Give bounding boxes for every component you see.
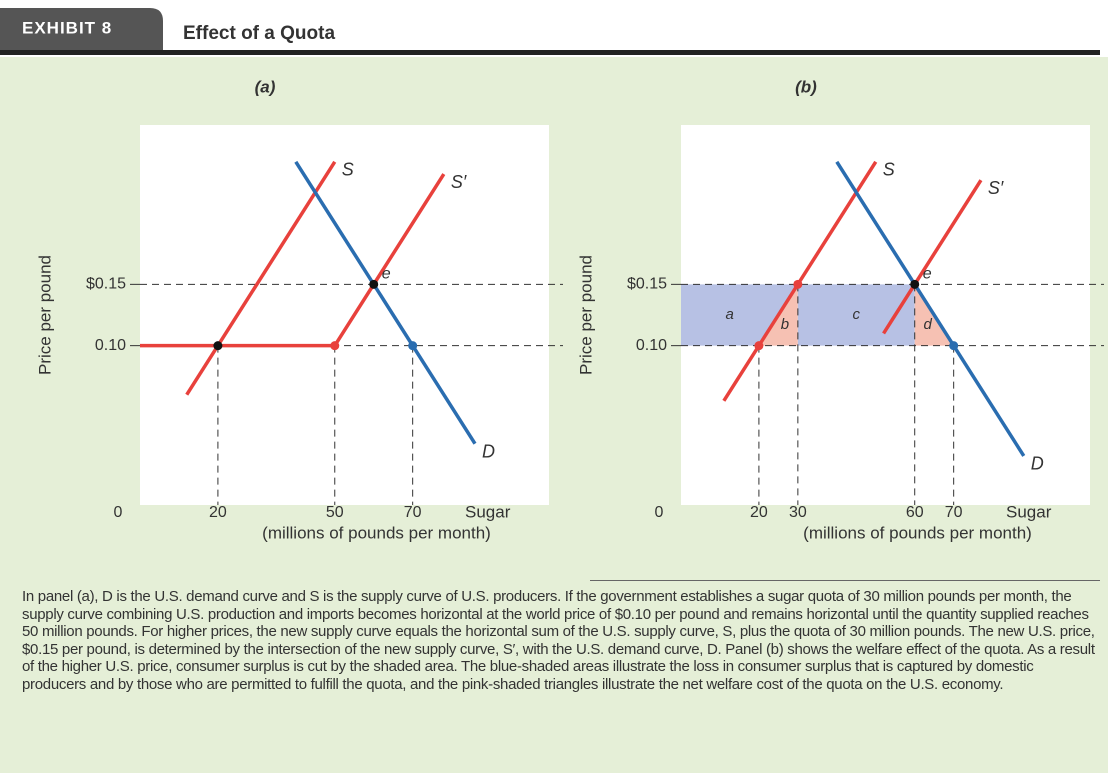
x-axis-unit: (millions of pounds per month) (262, 523, 491, 542)
y-tick-label: 0.10 (95, 337, 126, 354)
area-label: b (781, 316, 789, 333)
area-label: d (924, 316, 933, 333)
x-tick-label: 50 (326, 504, 344, 521)
curve (185, 160, 337, 396)
point-label: e (382, 266, 391, 283)
exhibit-title: Effect of a Quota (183, 23, 335, 44)
y-axis-label: Price per pound (576, 255, 595, 375)
header-rule (0, 50, 1100, 55)
caption-rule (590, 580, 1100, 581)
x-axis-label: Sugar (1006, 502, 1052, 521)
point-label: e (923, 266, 932, 283)
point (910, 279, 920, 289)
exhibit-tab (0, 8, 163, 50)
point (949, 341, 959, 351)
curve-label: S (883, 160, 895, 180)
curve (835, 160, 1026, 457)
curve (882, 179, 983, 335)
x-tick-label: 20 (750, 504, 768, 521)
curve (294, 160, 477, 445)
panel-title: (a) (255, 77, 276, 96)
curve-label: S′ (451, 172, 467, 192)
y-tick-label: $0.15 (86, 276, 126, 293)
point (793, 279, 803, 289)
point (330, 341, 340, 351)
point (213, 341, 223, 351)
point (754, 341, 764, 351)
panel-title: (b) (795, 77, 817, 96)
curve-label: D (482, 441, 495, 461)
point (408, 341, 418, 351)
exhibit-label: EXHIBIT 8 (22, 18, 112, 37)
caption: In panel (a), D is the U.S. demand curve… (22, 588, 1095, 693)
x-tick-label: 30 (789, 504, 807, 521)
curve-label: S′ (988, 178, 1004, 198)
curve-label: S (342, 160, 354, 180)
point (369, 279, 379, 289)
area-label: c (853, 306, 861, 323)
x-tick-label: 20 (209, 504, 227, 521)
x-tick-label: 60 (906, 504, 924, 521)
y-tick-label: 0.10 (636, 337, 667, 354)
x-tick-label: 70 (404, 504, 422, 521)
y-axis-label: Price per pound (35, 255, 54, 375)
area-label: a (726, 306, 734, 323)
x-axis-label: Sugar (465, 502, 511, 521)
curve-label: D (1031, 454, 1044, 474)
x-tick-label: 0 (114, 504, 123, 521)
y-tick-label: $0.15 (627, 276, 667, 293)
x-tick-label: 70 (945, 504, 963, 521)
x-tick-label: 0 (655, 504, 664, 521)
plot-area (140, 125, 549, 505)
x-axis-unit: (millions of pounds per month) (803, 523, 1032, 542)
